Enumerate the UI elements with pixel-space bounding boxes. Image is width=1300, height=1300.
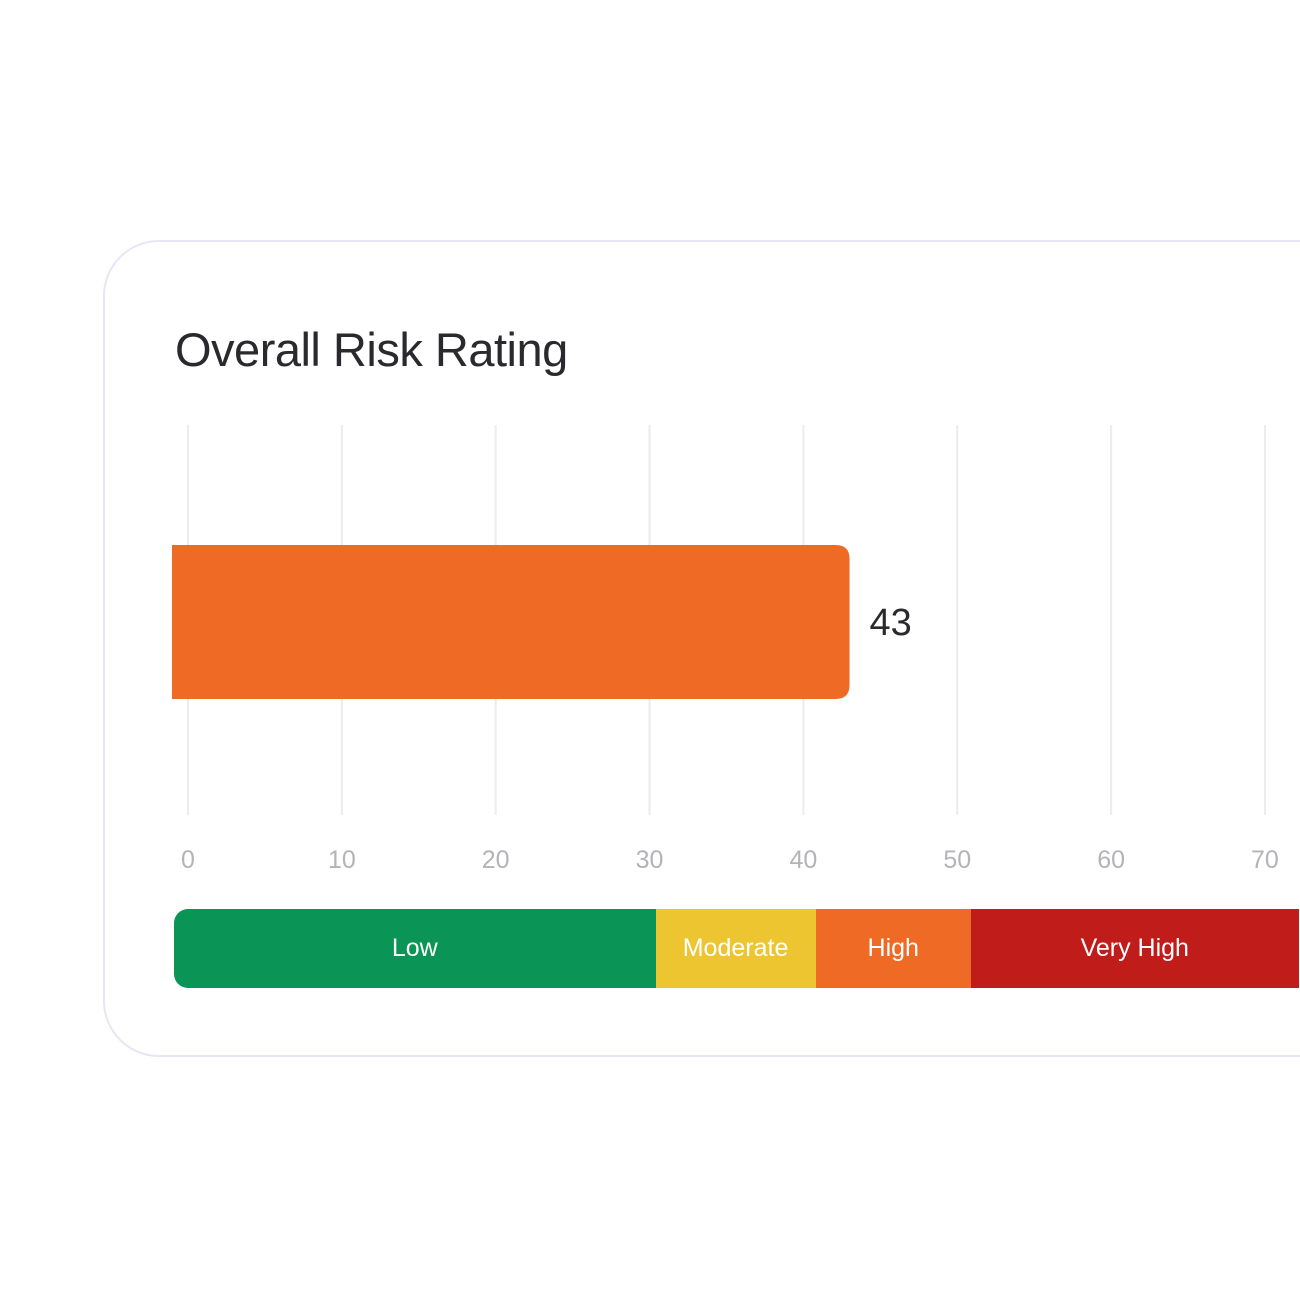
x-tick-label-30: 30 [636,846,664,874]
x-tick-label-70: 70 [1251,846,1279,874]
x-axis-ticks: 0 10 20 30 40 50 60 70 [181,846,1279,874]
risk-score-value-label: 43 [870,602,912,644]
risk-level-legend: Low Moderate High Very High [174,909,1300,988]
legend-segment-label: Low [391,934,438,962]
chart-title: Overall Risk Rating [175,323,568,376]
legend-segment-moderate: Moderate [655,909,816,988]
bars: 43 [172,545,912,699]
legend-segment-very-high: Very High [970,909,1299,988]
legend-segment-label: High [867,934,919,962]
x-tick-label-20: 20 [482,846,510,874]
risk-score-bar [172,545,850,699]
legend-segment-high: High [815,909,971,988]
x-tick-label-10: 10 [328,846,356,874]
legend-segment-label: Very High [1080,934,1189,962]
x-tick-label-50: 50 [943,846,971,874]
x-tick-label-40: 40 [789,846,817,874]
x-tick-label-60: 60 [1097,846,1125,874]
legend-segment-label: Moderate [682,934,789,962]
legend-segment-low: Low [174,909,656,988]
x-tick-label-0: 0 [181,846,195,874]
